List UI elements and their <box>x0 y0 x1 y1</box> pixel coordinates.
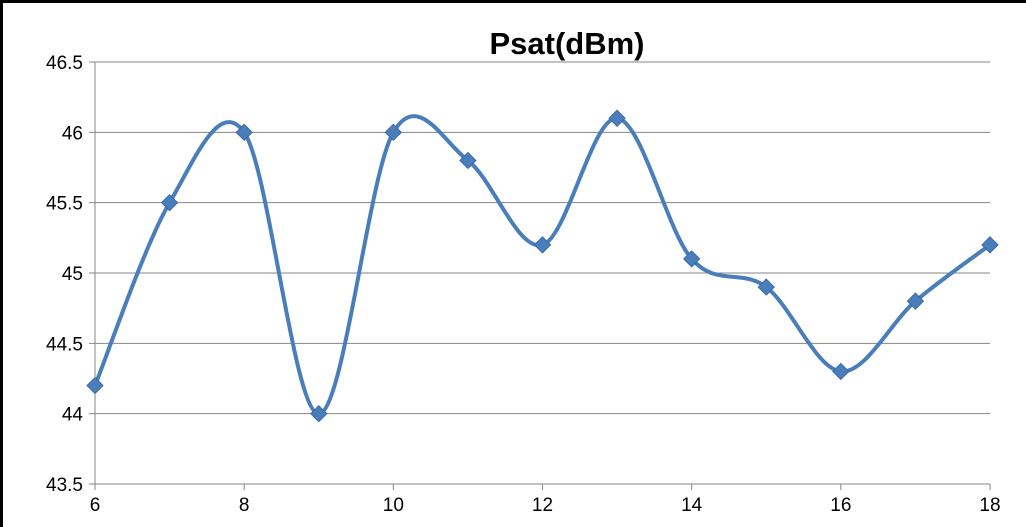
data-point-marker <box>384 123 403 142</box>
y-tick-label: 44 <box>62 405 84 426</box>
data-point-marker <box>981 236 999 254</box>
y-tick-label: 45 <box>62 264 83 285</box>
data-point-marker <box>682 250 701 268</box>
data-point-marker <box>608 109 626 127</box>
y-tick-label: 43.5 <box>46 475 83 496</box>
y-tick-label: 46 <box>62 123 83 144</box>
x-tick-label: 18 <box>979 495 1000 516</box>
chart-title: Psat(dBm) <box>489 26 644 61</box>
x-tick-label: 14 <box>681 495 703 516</box>
x-tick-label: 6 <box>90 495 101 516</box>
data-point-marker <box>310 404 328 423</box>
x-tick-label: 12 <box>532 495 553 516</box>
series-line <box>93 114 992 416</box>
x-tick-label: 16 <box>830 495 851 516</box>
data-point-marker <box>533 236 552 254</box>
y-tick-labels: 43.5 44 44.5 45 45.5 46 46.5 <box>46 53 83 496</box>
data-point-marker <box>832 362 850 381</box>
y-tick-label: 46.5 <box>46 53 83 74</box>
data-point-marker <box>160 193 179 212</box>
data-point-marker <box>757 278 775 296</box>
x-tick-label: 8 <box>239 495 250 516</box>
gridlines <box>95 61 990 485</box>
y-tick-label: 44.5 <box>46 334 83 355</box>
data-markers <box>86 109 999 423</box>
data-point-marker <box>235 123 253 142</box>
x-tick-label: 10 <box>383 495 404 516</box>
axes <box>89 61 991 490</box>
data-point-marker <box>86 376 104 395</box>
data-point-marker <box>906 292 925 310</box>
data-point-marker <box>459 151 477 170</box>
y-tick-label: 45.5 <box>46 194 83 215</box>
x-tick-labels: 6 8 10 12 14 16 18 <box>90 495 1001 516</box>
